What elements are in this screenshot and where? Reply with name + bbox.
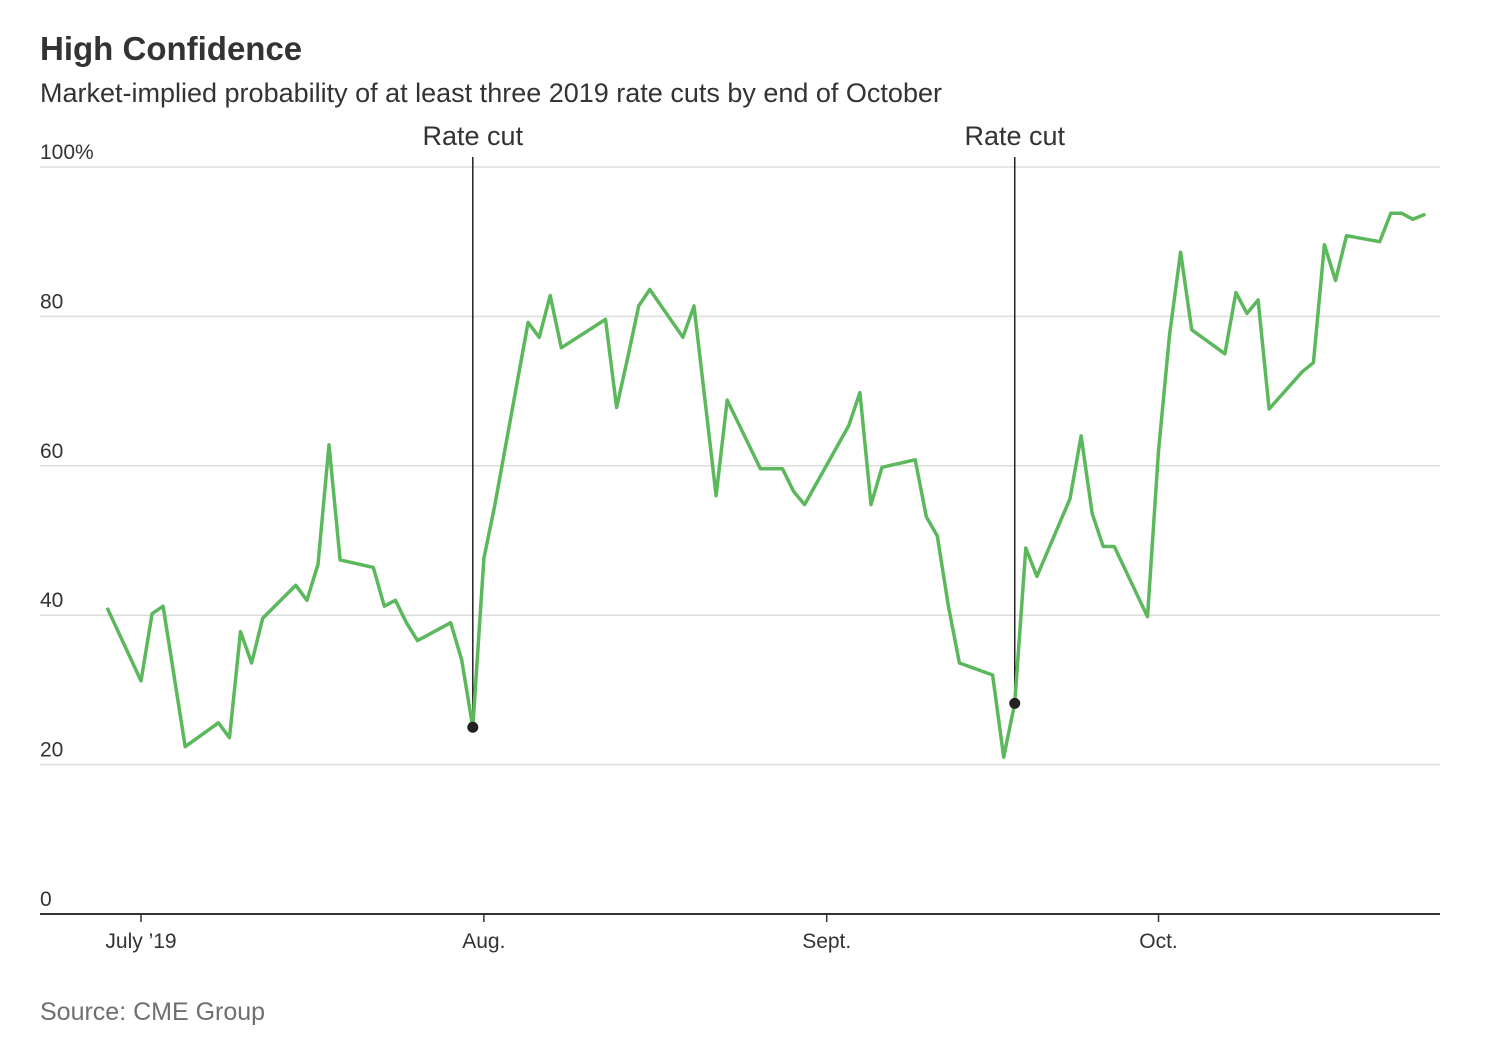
y-tick-label: 0 xyxy=(40,888,52,911)
rate-cut-marker xyxy=(1009,697,1021,709)
x-tick-label: Sept. xyxy=(802,930,851,953)
x-tick-label: Aug. xyxy=(462,930,505,953)
x-tick-label: July ’19 xyxy=(105,930,176,953)
y-tick-label: 60 xyxy=(40,440,63,463)
chart-title: High Confidence xyxy=(40,30,303,67)
rate-cut-label: Rate cut xyxy=(423,121,524,151)
rate-cut-label: Rate cut xyxy=(964,121,1065,151)
source-note: Source: CME Group xyxy=(40,998,266,1026)
y-tick-label: 100% xyxy=(40,141,94,164)
chart-subtitle: Market-implied probability of at least t… xyxy=(40,78,942,108)
rate-cut-marker xyxy=(467,721,479,733)
x-tick-label: Oct. xyxy=(1139,930,1178,953)
y-tick-label: 80 xyxy=(40,290,63,313)
y-tick-label: 20 xyxy=(40,739,63,762)
probability-series-line xyxy=(106,211,1426,759)
y-tick-label: 40 xyxy=(40,589,63,612)
